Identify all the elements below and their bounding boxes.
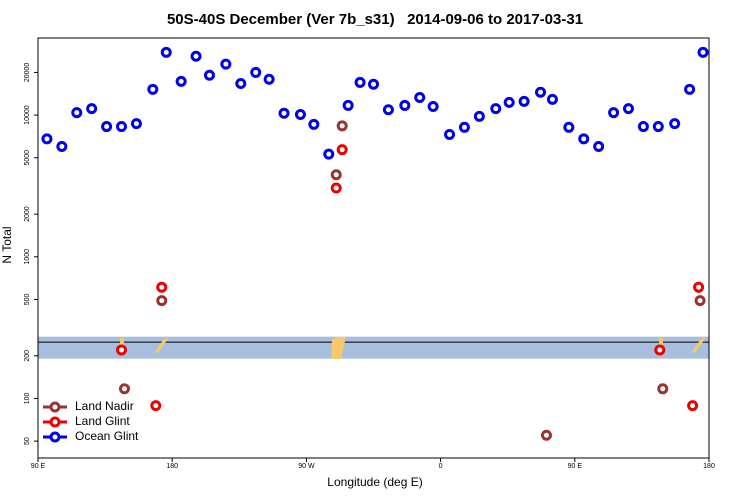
x-axis-label: Longitude (deg E) — [327, 475, 422, 489]
point — [563, 121, 575, 133]
point — [490, 103, 502, 115]
band-layer — [38, 336, 709, 359]
y-axis-label: N Total — [0, 226, 14, 263]
point — [278, 107, 290, 119]
point — [323, 148, 335, 160]
point — [414, 92, 426, 104]
point — [342, 99, 354, 111]
legend-marker — [49, 416, 61, 428]
x-tick-label: 90 W — [298, 463, 315, 470]
point — [156, 295, 168, 307]
point — [116, 121, 128, 133]
point — [330, 182, 342, 194]
point — [308, 118, 320, 130]
x-tick-label: 0 — [439, 463, 443, 470]
point — [593, 141, 605, 153]
point — [654, 344, 666, 356]
point — [503, 96, 515, 108]
legend-label: Land Nadir — [75, 399, 134, 413]
yellow-mark — [331, 337, 346, 359]
point — [71, 107, 83, 119]
point — [160, 46, 172, 58]
point — [203, 69, 215, 81]
point — [687, 400, 699, 412]
point — [622, 103, 634, 115]
legend-label: Ocean Glint — [75, 429, 139, 443]
x-tick-label: 180 — [166, 463, 178, 470]
y-tick-label: 1000 — [24, 249, 31, 265]
chart-title: 50S-40S December (Ver 7b_s31) 2014-09-06… — [167, 11, 583, 28]
point — [101, 121, 113, 133]
point — [693, 281, 705, 293]
point — [235, 78, 247, 90]
point — [263, 73, 275, 85]
yellow-mark — [692, 337, 705, 353]
y-tick-label: 50 — [24, 437, 31, 445]
legend-marker — [49, 431, 61, 443]
legend-label: Land Glint — [75, 414, 130, 428]
point — [118, 383, 130, 395]
point — [473, 110, 485, 122]
point — [147, 83, 159, 95]
point — [427, 100, 439, 112]
point — [116, 344, 128, 356]
shaded-band — [38, 336, 709, 359]
point — [458, 121, 470, 133]
point — [382, 104, 394, 116]
point — [697, 46, 709, 58]
y-tick-label: 5000 — [24, 150, 31, 166]
point — [669, 118, 681, 130]
point — [354, 76, 366, 88]
point — [190, 50, 202, 62]
legend-marker — [49, 401, 61, 413]
x-tick-label: 180 — [703, 463, 715, 470]
point — [150, 400, 162, 412]
x-tick-label: 90 E — [568, 463, 583, 470]
y-tick-label: 20000 — [24, 63, 31, 83]
yellow-marks — [120, 337, 705, 359]
plot-frame — [37, 37, 710, 459]
point — [336, 120, 348, 132]
point — [637, 121, 649, 133]
point — [41, 133, 53, 145]
point — [336, 144, 348, 156]
point — [652, 121, 664, 133]
y-tick-label: 200 — [24, 350, 31, 362]
yellow-mark — [659, 338, 663, 345]
point — [399, 99, 411, 111]
point — [657, 383, 669, 395]
x-tick-label: 90 E — [31, 463, 46, 470]
y-tick-label: 10000 — [24, 105, 31, 125]
point — [130, 118, 142, 130]
point — [368, 78, 379, 90]
point — [86, 103, 98, 115]
point — [546, 93, 558, 105]
point — [330, 169, 342, 181]
point — [156, 281, 168, 293]
yellow-mark — [155, 337, 168, 353]
point — [684, 83, 696, 95]
point — [250, 66, 262, 78]
point — [518, 95, 530, 107]
point — [535, 86, 547, 98]
y-tick-label: 500 — [24, 293, 31, 305]
point — [608, 107, 620, 119]
yellow-mark — [120, 338, 124, 345]
point — [175, 75, 187, 87]
point — [294, 108, 306, 120]
point — [578, 133, 590, 145]
y-tick-label: 100 — [24, 393, 31, 405]
point — [694, 295, 706, 307]
point — [444, 128, 456, 140]
y-tick-label: 2000 — [24, 206, 31, 222]
point — [220, 58, 232, 70]
point — [540, 429, 552, 441]
point — [56, 141, 68, 153]
